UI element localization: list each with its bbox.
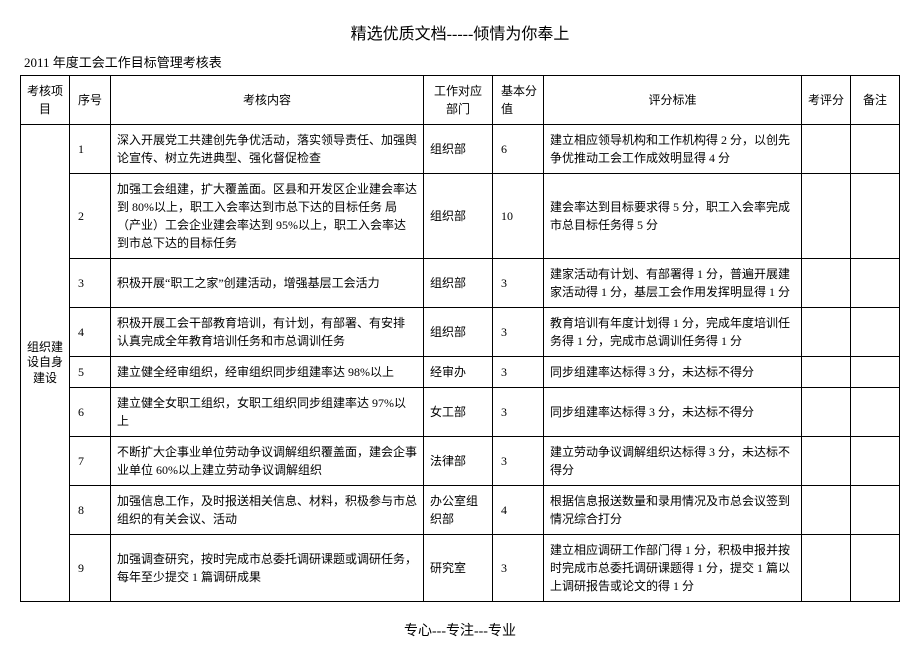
- seq-cell: 1: [70, 125, 111, 174]
- base-cell: 10: [493, 174, 544, 259]
- content-cell: 加强信息工作，及时报送相关信息、材料，积极参与市总组织的有关会议、活动: [111, 486, 424, 535]
- content-cell: 深入开展党工共建创先争优活动，落实领导责任、加强舆论宣传、树立先进典型、强化督促…: [111, 125, 424, 174]
- table-row: 5建立健全经审组织，经审组织同步组建率达 98%以上经审办3同步组建率达标得 3…: [21, 357, 900, 388]
- col-category: 考核项目: [21, 76, 70, 125]
- seq-cell: 6: [70, 388, 111, 437]
- dept-cell: 女工部: [424, 388, 493, 437]
- dept-cell: 组织部: [424, 308, 493, 357]
- base-cell: 3: [493, 388, 544, 437]
- category-cell: 组织建设自身建设: [21, 125, 70, 602]
- seq-cell: 2: [70, 174, 111, 259]
- dept-cell: 办公室组织部: [424, 486, 493, 535]
- table-row: 6建立健全女职工组织，女职工组织同步组建率达 97%以上女工部3同步组建率达标得…: [21, 388, 900, 437]
- col-dept: 工作对应部门: [424, 76, 493, 125]
- score-cell: [802, 388, 851, 437]
- criteria-cell: 根据信息报送数量和录用情况及市总会议签到情况综合打分: [544, 486, 802, 535]
- criteria-cell: 建家活动有计划、有部署得 1 分，普遍开展建家活动得 1 分，基层工会作用发挥明…: [544, 259, 802, 308]
- score-cell: [802, 125, 851, 174]
- col-content: 考核内容: [111, 76, 424, 125]
- table-row: 2加强工会组建，扩大覆盖面。区县和开发区企业建会率达到 80%以上，职工入会率达…: [21, 174, 900, 259]
- base-cell: 4: [493, 486, 544, 535]
- dept-cell: 组织部: [424, 259, 493, 308]
- score-cell: [802, 174, 851, 259]
- assessment-table: 考核项目 序号 考核内容 工作对应部门 基本分值 评分标准 考评分 备注 组织建…: [20, 75, 900, 602]
- base-cell: 3: [493, 437, 544, 486]
- seq-cell: 9: [70, 535, 111, 602]
- remark-cell: [851, 486, 900, 535]
- base-cell: 3: [493, 308, 544, 357]
- seq-cell: 3: [70, 259, 111, 308]
- remark-cell: [851, 535, 900, 602]
- remark-cell: [851, 357, 900, 388]
- score-cell: [802, 259, 851, 308]
- dept-cell: 法律部: [424, 437, 493, 486]
- criteria-cell: 教育培训有年度计划得 1 分，完成年度培训任务得 1 分，完成市总调训任务得 1…: [544, 308, 802, 357]
- seq-cell: 8: [70, 486, 111, 535]
- page-footer: 专心---专注---专业: [20, 620, 900, 640]
- dept-cell: 组织部: [424, 174, 493, 259]
- criteria-cell: 建立劳动争议调解组织达标得 3 分，未达标不得分: [544, 437, 802, 486]
- dept-cell: 研究室: [424, 535, 493, 602]
- remark-cell: [851, 388, 900, 437]
- content-cell: 建立健全女职工组织，女职工组织同步组建率达 97%以上: [111, 388, 424, 437]
- remark-cell: [851, 259, 900, 308]
- base-cell: 3: [493, 357, 544, 388]
- criteria-cell: 同步组建率达标得 3 分，未达标不得分: [544, 388, 802, 437]
- content-cell: 加强调查研究，按时完成市总委托调研课题或调研任务，每年至少提交 1 篇调研成果: [111, 535, 424, 602]
- table-row: 组织建设自身建设1深入开展党工共建创先争优活动，落实领导责任、加强舆论宣传、树立…: [21, 125, 900, 174]
- content-cell: 加强工会组建，扩大覆盖面。区县和开发区企业建会率达到 80%以上，职工入会率达到…: [111, 174, 424, 259]
- table-row: 8加强信息工作，及时报送相关信息、材料，积极参与市总组织的有关会议、活动办公室组…: [21, 486, 900, 535]
- criteria-cell: 建立相应领导机构和工作机构得 2 分，以创先争优推动工会工作成效明显得 4 分: [544, 125, 802, 174]
- table-row: 7不断扩大企事业单位劳动争议调解组织覆盖面，建会企事业单位 60%以上建立劳动争…: [21, 437, 900, 486]
- col-remark: 备注: [851, 76, 900, 125]
- score-cell: [802, 308, 851, 357]
- remark-cell: [851, 174, 900, 259]
- score-cell: [802, 486, 851, 535]
- seq-cell: 7: [70, 437, 111, 486]
- remark-cell: [851, 308, 900, 357]
- seq-cell: 5: [70, 357, 111, 388]
- criteria-cell: 建立相应调研工作部门得 1 分，积极申报并按时完成市总委托调研课题得 1 分，提…: [544, 535, 802, 602]
- content-cell: 建立健全经审组织，经审组织同步组建率达 98%以上: [111, 357, 424, 388]
- base-cell: 3: [493, 259, 544, 308]
- remark-cell: [851, 437, 900, 486]
- page-header: 精选优质文档-----倾情为你奉上: [20, 20, 900, 44]
- criteria-cell: 同步组建率达标得 3 分，未达标不得分: [544, 357, 802, 388]
- content-cell: 不断扩大企事业单位劳动争议调解组织覆盖面，建会企事业单位 60%以上建立劳动争议…: [111, 437, 424, 486]
- col-seq: 序号: [70, 76, 111, 125]
- criteria-cell: 建会率达到目标要求得 5 分，职工入会率完成市总目标任务得 5 分: [544, 174, 802, 259]
- table-header-row: 考核项目 序号 考核内容 工作对应部门 基本分值 评分标准 考评分 备注: [21, 76, 900, 125]
- col-base: 基本分值: [493, 76, 544, 125]
- score-cell: [802, 437, 851, 486]
- base-cell: 3: [493, 535, 544, 602]
- score-cell: [802, 535, 851, 602]
- content-cell: 积极开展“职工之家”创建活动，增强基层工会活力: [111, 259, 424, 308]
- table-row: 3积极开展“职工之家”创建活动，增强基层工会活力组织部3建家活动有计划、有部署得…: [21, 259, 900, 308]
- seq-cell: 4: [70, 308, 111, 357]
- remark-cell: [851, 125, 900, 174]
- table-title: 2011 年度工会工作目标管理考核表: [24, 52, 900, 71]
- col-criteria: 评分标准: [544, 76, 802, 125]
- score-cell: [802, 357, 851, 388]
- content-cell: 积极开展工会干部教育培训，有计划，有部署、有安排 认真完成全年教育培训任务和市总…: [111, 308, 424, 357]
- dept-cell: 组织部: [424, 125, 493, 174]
- table-row: 9加强调查研究，按时完成市总委托调研课题或调研任务，每年至少提交 1 篇调研成果…: [21, 535, 900, 602]
- base-cell: 6: [493, 125, 544, 174]
- dept-cell: 经审办: [424, 357, 493, 388]
- table-row: 4积极开展工会干部教育培训，有计划，有部署、有安排 认真完成全年教育培训任务和市…: [21, 308, 900, 357]
- col-score: 考评分: [802, 76, 851, 125]
